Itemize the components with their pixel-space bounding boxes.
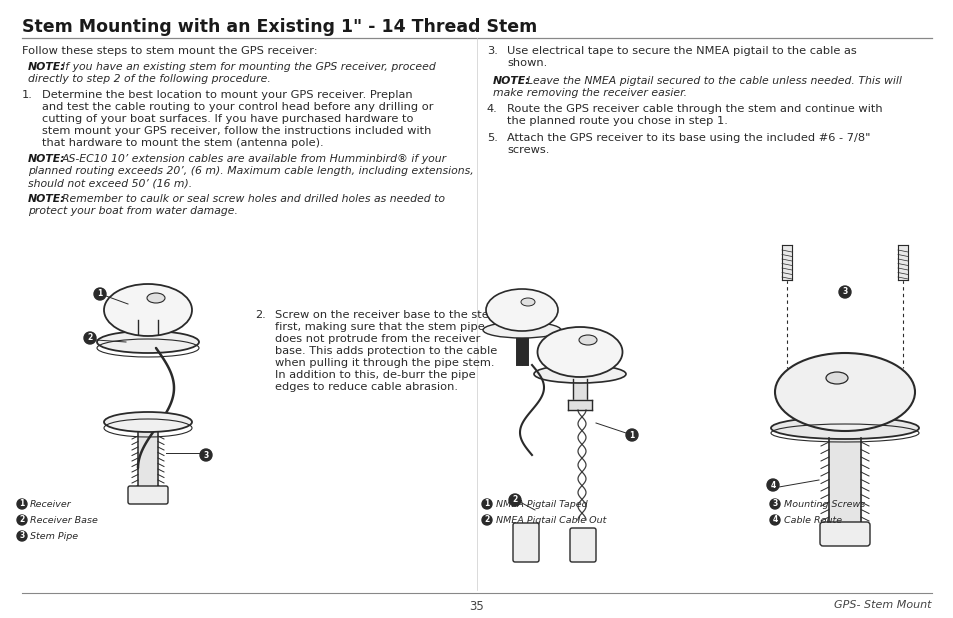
Text: 5.: 5. — [486, 133, 497, 143]
Text: NOTE:: NOTE: — [28, 194, 66, 204]
Text: Screw on the receiver base to the stem: Screw on the receiver base to the stem — [274, 310, 499, 320]
Text: Mounting Screws: Mounting Screws — [783, 500, 864, 509]
Text: AS-EC10 10’ extension cables are available from Humminbird® if your: AS-EC10 10’ extension cables are availab… — [62, 154, 447, 164]
Text: GPS- Stem Mount: GPS- Stem Mount — [834, 600, 931, 610]
Text: NOTE:: NOTE: — [493, 76, 530, 86]
Text: and test the cable routing to your control head before any drilling or: and test the cable routing to your contr… — [42, 102, 433, 112]
Text: 3.: 3. — [486, 46, 497, 56]
Circle shape — [84, 332, 96, 344]
Text: that hardware to mount the stem (antenna pole).: that hardware to mount the stem (antenna… — [42, 138, 323, 148]
Text: Attach the GPS receiver to its base using the included #6 - 7/8": Attach the GPS receiver to its base usin… — [506, 133, 869, 143]
Text: 1: 1 — [629, 431, 634, 439]
Circle shape — [94, 288, 106, 300]
Text: the planned route you chose in step 1.: the planned route you chose in step 1. — [506, 116, 727, 126]
Text: planned routing exceeds 20’, (6 m). Maximum cable length, including extensions,: planned routing exceeds 20’, (6 m). Maxi… — [28, 166, 474, 176]
Text: edges to reduce cable abrasion.: edges to reduce cable abrasion. — [274, 382, 457, 392]
Text: Cable Route: Cable Route — [783, 516, 841, 525]
Ellipse shape — [520, 298, 535, 306]
Text: first, making sure that the stem pipe: first, making sure that the stem pipe — [274, 322, 484, 332]
Text: 1: 1 — [97, 289, 103, 298]
Circle shape — [769, 515, 780, 525]
Text: protect your boat from water damage.: protect your boat from water damage. — [28, 206, 237, 216]
Text: 2: 2 — [19, 515, 25, 525]
Text: shown.: shown. — [506, 58, 547, 68]
Text: Use electrical tape to secure the NMEA pigtail to the cable as: Use electrical tape to secure the NMEA p… — [506, 46, 856, 56]
Circle shape — [17, 515, 27, 525]
Text: NMEA Pigtail Taped: NMEA Pigtail Taped — [496, 500, 587, 509]
Text: Receiver Base: Receiver Base — [30, 516, 98, 525]
Text: Leave the NMEA pigtail secured to the cable unless needed. This will: Leave the NMEA pigtail secured to the ca… — [526, 76, 901, 86]
Circle shape — [17, 499, 27, 509]
Ellipse shape — [774, 353, 914, 431]
Text: base. This adds protection to the cable: base. This adds protection to the cable — [274, 346, 497, 356]
Ellipse shape — [537, 327, 622, 377]
Ellipse shape — [104, 284, 192, 336]
Circle shape — [769, 499, 780, 509]
Text: NOTE:: NOTE: — [28, 62, 66, 72]
Text: Determine the best location to mount your GPS receiver. Preplan: Determine the best location to mount you… — [42, 90, 413, 100]
Text: Route the GPS receiver cable through the stem and continue with: Route the GPS receiver cable through the… — [506, 104, 882, 114]
Text: 2.: 2. — [254, 310, 266, 320]
Circle shape — [509, 494, 520, 506]
Ellipse shape — [578, 335, 597, 345]
Circle shape — [625, 429, 638, 441]
Text: 3: 3 — [19, 531, 25, 541]
FancyBboxPatch shape — [128, 486, 168, 504]
Text: 3: 3 — [772, 499, 777, 509]
Text: should not exceed 50’ (16 m).: should not exceed 50’ (16 m). — [28, 178, 193, 188]
Ellipse shape — [534, 365, 625, 383]
Circle shape — [766, 479, 779, 491]
Ellipse shape — [97, 331, 199, 353]
Text: 4: 4 — [772, 515, 777, 525]
Ellipse shape — [147, 293, 165, 303]
Ellipse shape — [770, 417, 918, 439]
Text: cutting of your boat surfaces. If you have purchased hardware to: cutting of your boat surfaces. If you ha… — [42, 114, 413, 124]
FancyBboxPatch shape — [820, 522, 869, 546]
Text: Follow these steps to stem mount the GPS receiver:: Follow these steps to stem mount the GPS… — [22, 46, 317, 56]
Text: 1: 1 — [19, 499, 25, 509]
Text: 1.: 1. — [22, 90, 32, 100]
Circle shape — [481, 499, 492, 509]
Text: 2: 2 — [88, 334, 92, 342]
Text: 3: 3 — [203, 451, 209, 460]
Circle shape — [200, 449, 212, 461]
Text: directly to step 2 of the following procedure.: directly to step 2 of the following proc… — [28, 74, 271, 84]
Text: 1: 1 — [484, 499, 489, 509]
Text: 4: 4 — [770, 481, 775, 489]
Text: 3: 3 — [841, 287, 846, 297]
Text: 2: 2 — [484, 515, 489, 525]
Circle shape — [17, 531, 27, 541]
FancyBboxPatch shape — [569, 528, 596, 562]
Text: Receiver: Receiver — [30, 500, 71, 509]
Text: does not protrude from the receiver: does not protrude from the receiver — [274, 334, 480, 344]
Text: Stem Pipe: Stem Pipe — [30, 532, 78, 541]
Text: In addition to this, de-burr the pipe: In addition to this, de-burr the pipe — [274, 370, 476, 380]
Text: Remember to caulk or seal screw holes and drilled holes as needed to: Remember to caulk or seal screw holes an… — [62, 194, 444, 204]
Text: screws.: screws. — [506, 145, 549, 155]
Circle shape — [838, 286, 850, 298]
Text: NOTE:: NOTE: — [28, 154, 66, 164]
Text: make removing the receiver easier.: make removing the receiver easier. — [493, 88, 686, 98]
Text: 35: 35 — [469, 600, 484, 613]
FancyBboxPatch shape — [513, 523, 538, 562]
Text: when pulling it through the pipe stem.: when pulling it through the pipe stem. — [274, 358, 494, 368]
Circle shape — [481, 515, 492, 525]
Text: NMEA Pigtail Cable Out: NMEA Pigtail Cable Out — [496, 516, 606, 525]
Text: stem mount your GPS receiver, follow the instructions included with: stem mount your GPS receiver, follow the… — [42, 126, 431, 136]
Ellipse shape — [825, 372, 847, 384]
Text: Stem Mounting with an Existing 1" - 14 Thread Stem: Stem Mounting with an Existing 1" - 14 T… — [22, 18, 537, 36]
Ellipse shape — [485, 289, 558, 331]
Text: 2: 2 — [512, 496, 517, 504]
Ellipse shape — [482, 322, 560, 338]
Text: 4.: 4. — [486, 104, 497, 114]
Text: If you have an existing stem for mounting the GPS receiver, proceed: If you have an existing stem for mountin… — [62, 62, 436, 72]
Ellipse shape — [104, 412, 192, 432]
